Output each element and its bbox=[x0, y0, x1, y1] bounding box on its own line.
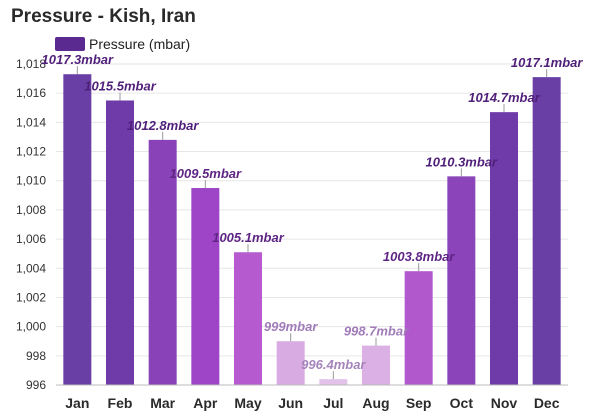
y-tick-label: 998 bbox=[26, 349, 46, 363]
y-tick-label: 1,004 bbox=[16, 261, 46, 275]
x-tick-label: Apr bbox=[193, 395, 218, 411]
bar bbox=[362, 345, 390, 385]
data-label: 1003.8mbar bbox=[383, 249, 455, 264]
legend-swatch bbox=[55, 37, 85, 51]
bar bbox=[532, 77, 561, 385]
data-label: 1012.8mbar bbox=[127, 118, 199, 133]
y-tick-label: 1,002 bbox=[16, 290, 46, 304]
x-tick-label: Jul bbox=[323, 395, 343, 411]
y-tick-label: 996 bbox=[26, 378, 46, 392]
bar bbox=[191, 188, 220, 385]
x-tick-label: Sep bbox=[406, 395, 432, 411]
data-label: 998.7mbar bbox=[344, 324, 409, 339]
bar bbox=[319, 379, 348, 385]
data-label: 1017.1mbar bbox=[511, 55, 583, 70]
y-tick-label: 1,016 bbox=[16, 86, 46, 100]
x-tick-label: Oct bbox=[450, 395, 474, 411]
legend-label: Pressure (mbar) bbox=[89, 36, 191, 52]
data-label: 1015.5mbar bbox=[84, 78, 156, 93]
legend: Pressure (mbar) bbox=[55, 36, 190, 52]
bar bbox=[63, 74, 92, 386]
y-tick-label: 1,008 bbox=[16, 203, 46, 217]
data-label: 999mbar bbox=[264, 319, 318, 334]
y-tick-label: 1,010 bbox=[16, 174, 46, 188]
x-tick-label: Nov bbox=[491, 395, 518, 411]
y-tick-label: 1,014 bbox=[16, 115, 46, 129]
x-tick-label: Dec bbox=[534, 395, 560, 411]
y-tick-label: 1,012 bbox=[16, 145, 46, 159]
y-tick-label: 1,006 bbox=[16, 232, 46, 246]
bar bbox=[490, 112, 518, 386]
bar bbox=[148, 139, 177, 385]
x-tick-label: Mar bbox=[150, 395, 175, 411]
x-tick-label: May bbox=[234, 395, 261, 411]
data-label: 1010.3mbar bbox=[426, 154, 498, 169]
x-tick-label: Jan bbox=[65, 395, 89, 411]
x-tick-label: Jun bbox=[278, 395, 303, 411]
bar bbox=[234, 252, 262, 385]
chart-title: Pressure - Kish, Iran bbox=[11, 6, 196, 27]
bar bbox=[276, 341, 305, 385]
data-label: 1017.3mbar bbox=[42, 52, 114, 67]
x-tick-label: Feb bbox=[108, 395, 133, 411]
data-label: 1014.7mbar bbox=[468, 90, 540, 105]
bar bbox=[106, 100, 134, 386]
bar bbox=[447, 176, 476, 385]
data-label: 996.4mbar bbox=[301, 357, 366, 372]
y-tick-label: 1,000 bbox=[16, 320, 46, 334]
x-tick-label: Aug bbox=[362, 395, 389, 411]
data-label: 1009.5mbar bbox=[170, 166, 242, 181]
bar bbox=[404, 271, 433, 385]
data-label: 1005.1mbar bbox=[212, 230, 284, 245]
y-tick-label: 1,018 bbox=[16, 57, 46, 71]
